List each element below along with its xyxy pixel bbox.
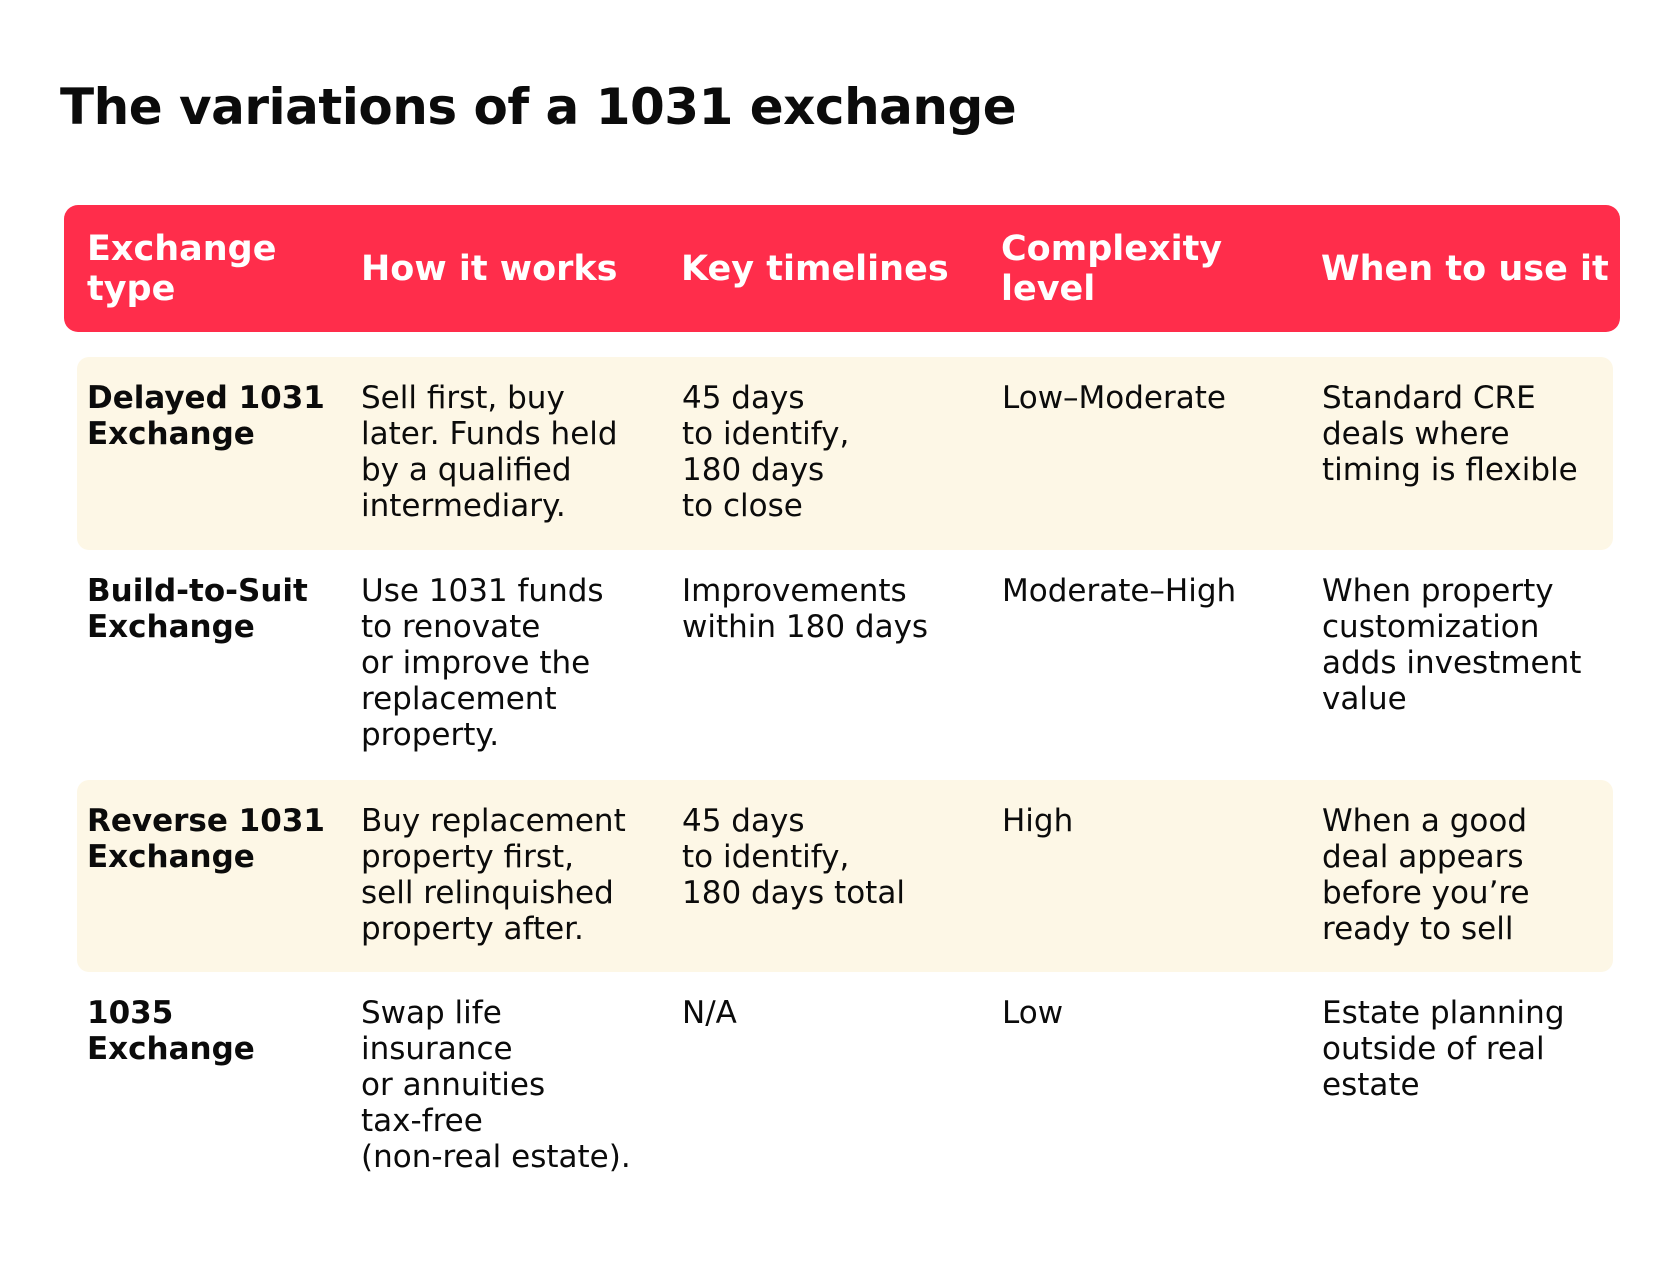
header-key-timelines-label: Key timelines — [681, 248, 949, 289]
header-complexity-level-label: Complexity level — [1001, 228, 1223, 309]
cell-how-it-works: Sell first, buy later. Funds held by a q… — [361, 380, 618, 524]
cell-complexity-level: High — [1002, 803, 1074, 839]
cell-complexity-level: Moderate–High — [1002, 573, 1237, 609]
header-complexity-level: Complexity level — [1001, 205, 1222, 332]
cell-how-it-works: Swap life insurance or annuities tax-fre… — [361, 995, 631, 1175]
cell-when-to-use: Standard CRE deals where timing is flexi… — [1322, 380, 1578, 488]
table-row: 1035 Exchange Swap life insurance or ann… — [77, 972, 1613, 1202]
header-how-it-works-label: How it works — [361, 248, 618, 289]
cell-complexity-level: Low–Moderate — [1002, 380, 1226, 416]
header-when-to-use: When to use it — [1321, 205, 1609, 332]
cell-exchange-type: 1035 Exchange — [87, 995, 255, 1067]
cell-when-to-use: When property customization adds investm… — [1322, 573, 1582, 717]
cell-key-timelines: Improvements within 180 days — [682, 573, 929, 645]
cell-when-to-use: When a good deal appears before you’re r… — [1322, 803, 1530, 947]
cell-key-timelines: N/A — [682, 995, 737, 1031]
table-row: Reverse 1031 Exchange Buy replacement pr… — [77, 780, 1613, 972]
cell-key-timelines: 45 days to identify, 180 days to close — [682, 380, 850, 524]
table-header: Exchange type How it works Key timelines… — [64, 205, 1620, 332]
cell-exchange-type: Delayed 1031 Exchange — [87, 380, 325, 452]
cell-exchange-type: Build-to-Suit Exchange — [87, 573, 308, 645]
cell-complexity-level: Low — [1002, 995, 1064, 1031]
header-when-to-use-label: When to use it — [1321, 248, 1609, 289]
cell-when-to-use: Estate planning outside of real estate — [1322, 995, 1565, 1103]
cell-key-timelines: 45 days to identify, 180 days total — [682, 803, 905, 911]
header-exchange-type-label: Exchange type — [87, 228, 277, 309]
page-title: The variations of a 1031 exchange — [60, 78, 1017, 136]
header-key-timelines: Key timelines — [681, 205, 949, 332]
cell-how-it-works: Buy replacement property first, sell rel… — [361, 803, 626, 947]
header-exchange-type: Exchange type — [87, 205, 276, 332]
cell-exchange-type: Reverse 1031 Exchange — [87, 803, 325, 875]
cell-how-it-works: Use 1031 funds to renovate or improve th… — [361, 573, 604, 753]
table-row: Delayed 1031 Exchange Sell first, buy la… — [77, 357, 1613, 550]
table-row: Build-to-Suit Exchange Use 1031 funds to… — [77, 550, 1613, 780]
header-how-it-works: How it works — [361, 205, 618, 332]
